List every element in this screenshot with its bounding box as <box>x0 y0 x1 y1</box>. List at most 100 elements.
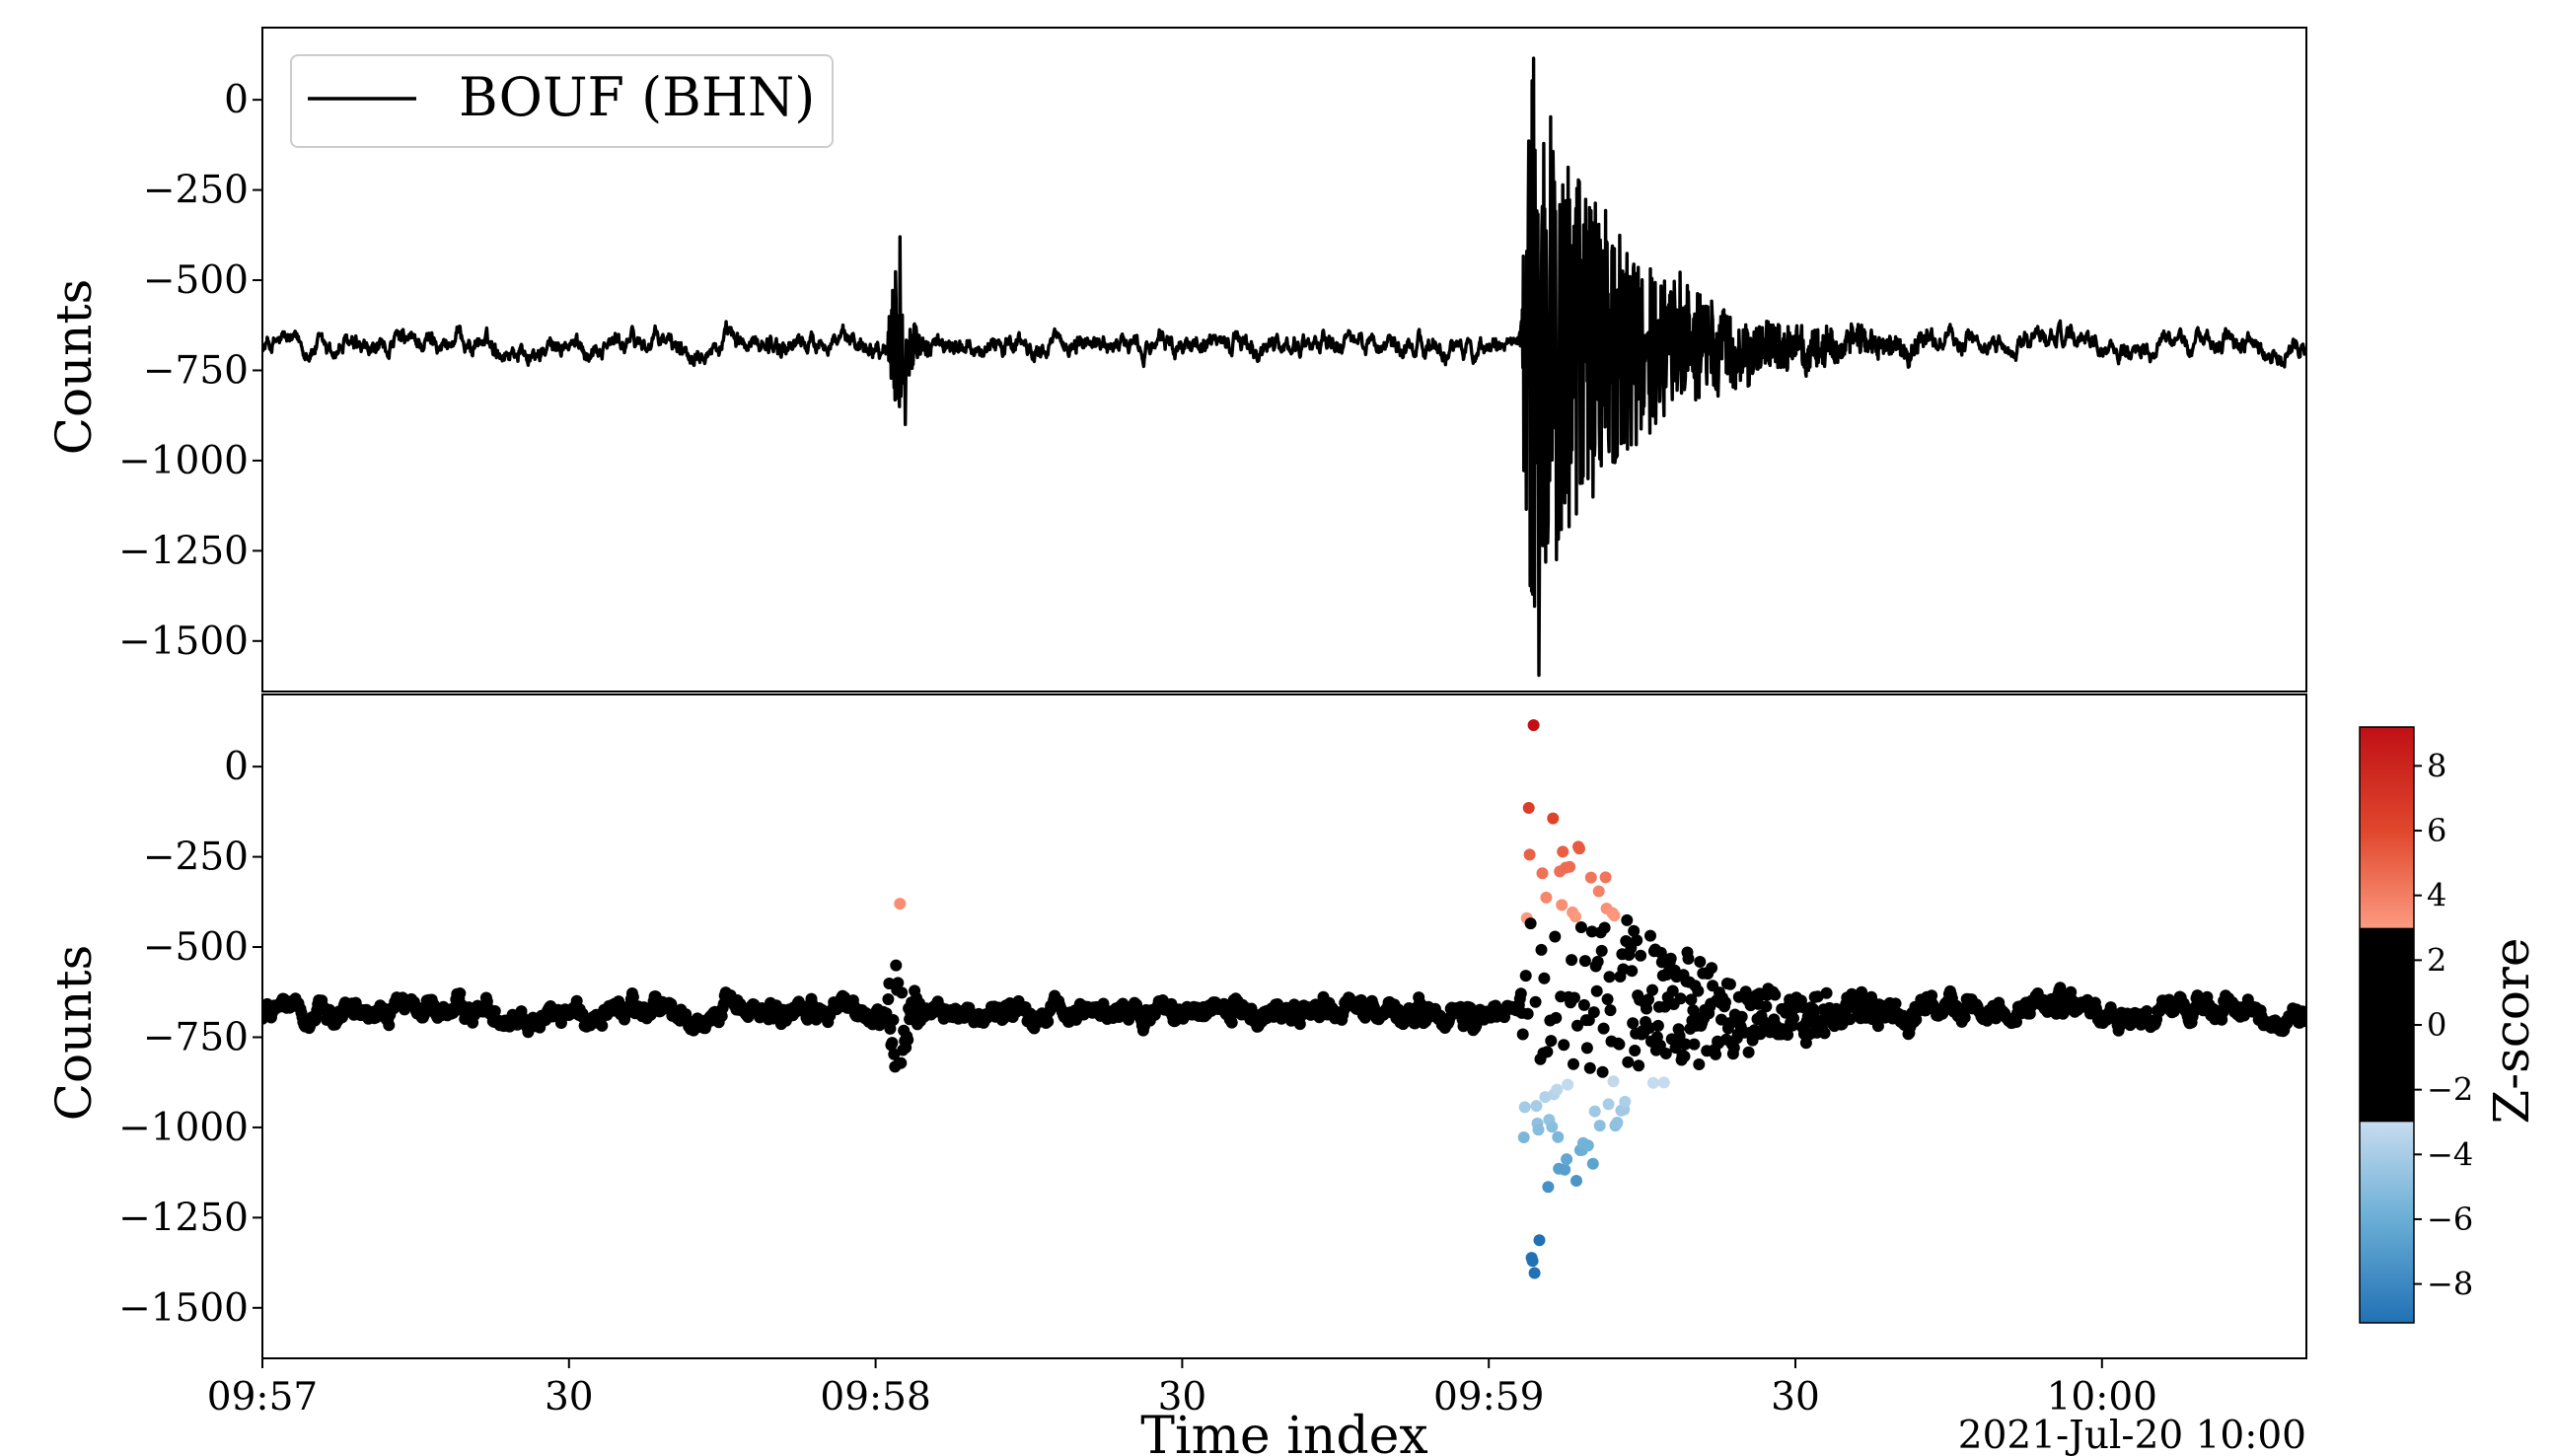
zscore-point <box>1628 924 1641 937</box>
zscore-point <box>1769 988 1782 1001</box>
zscore-point <box>1710 1048 1722 1060</box>
zscore-point <box>1674 992 1687 1005</box>
zscore-point <box>1559 1163 1571 1176</box>
zscore-point <box>1635 949 1647 962</box>
zscore-point <box>1601 993 1614 1005</box>
zscore-point <box>1541 1046 1554 1058</box>
x-tick-label: 10:00 <box>2047 1375 2157 1420</box>
zscore-point <box>1569 910 1581 923</box>
zscore-point <box>1526 1255 1539 1268</box>
zscore-point <box>1522 802 1535 814</box>
colorbar-tick-label: 4 <box>2427 877 2446 914</box>
zscore-point <box>1642 993 1654 1006</box>
zscore-point <box>1602 1098 1615 1111</box>
x-tick-label: 30 <box>545 1375 594 1420</box>
zscore-points <box>262 719 2306 1279</box>
y-tick-label: −500 <box>143 258 249 303</box>
zscore-point <box>1568 1057 1579 1070</box>
x-tick-label: 09:58 <box>820 1375 930 1420</box>
y-tick-label: −500 <box>143 925 249 970</box>
zscore-point <box>1573 842 1585 855</box>
y-tick-label: −750 <box>143 348 249 393</box>
zscore-point <box>1646 1076 1659 1089</box>
zscore-point <box>1613 1038 1626 1051</box>
zscore-point <box>1598 921 1611 934</box>
zscore-point <box>1574 921 1587 933</box>
zscore-point <box>1742 1046 1755 1058</box>
zscore-point <box>888 1048 901 1060</box>
zscore-point <box>1760 1000 1773 1013</box>
zscore-point <box>1562 1078 1574 1091</box>
y-tick-label: −250 <box>143 169 249 213</box>
zscore-point <box>1588 1105 1601 1118</box>
zscore-point <box>1646 983 1658 996</box>
zscore-point <box>1719 996 1731 1009</box>
zscore-point <box>1591 955 1604 968</box>
zscore-point <box>1586 1157 1599 1170</box>
zscore-point <box>1514 987 1527 1000</box>
colorbar-label: Z-score <box>2483 938 2540 1125</box>
zscore-point <box>1535 943 1548 956</box>
zscore-point <box>1557 845 1569 858</box>
colorbar-tick-label: 8 <box>2427 747 2446 784</box>
zscore-point <box>1521 1007 1534 1020</box>
zscore-point <box>1856 985 1868 998</box>
zscore-point <box>1529 995 1542 1008</box>
zscore-point <box>1679 1038 1692 1051</box>
zscore-point <box>1527 719 1540 732</box>
y-tick-label: −1500 <box>118 1286 249 1331</box>
zscore-point <box>1889 997 1902 1010</box>
zscore-point <box>1788 1012 1799 1025</box>
zscore-point <box>1592 885 1605 898</box>
zscore-point <box>1657 1076 1670 1089</box>
zscore-point <box>1528 1267 1541 1279</box>
zscore-point <box>1682 952 1695 965</box>
date-offset-label: 2021-Jul-20 10:00 <box>1958 1414 2306 1456</box>
zscore-point <box>1558 1039 1570 1052</box>
zscore-point <box>1536 867 1549 880</box>
zscore-point <box>1629 1045 1642 1056</box>
zscore-point <box>1871 1020 1884 1033</box>
zscore-point <box>1546 1121 1559 1133</box>
zscore-point <box>1566 954 1578 967</box>
zscore-point <box>1799 1037 1812 1050</box>
colorbar-tick-label: 2 <box>2427 941 2446 979</box>
legend-label: BOUF (BHN) <box>459 66 815 128</box>
x-tick-label: 09:57 <box>207 1375 318 1420</box>
colorbar-tick-label: −6 <box>2427 1201 2473 1238</box>
zscore-point <box>1651 1019 1664 1032</box>
zscore-point <box>1551 1083 1564 1096</box>
zscore-point <box>1631 934 1643 947</box>
y-tick-label: −1000 <box>118 1106 249 1150</box>
zscore-point <box>1844 1013 1857 1026</box>
zscore-point <box>1621 913 1634 926</box>
legend: BOUF (BHN) <box>290 54 834 148</box>
zscore-point <box>1622 1056 1635 1068</box>
zscore-point <box>1603 971 1616 983</box>
zscore-point <box>1549 930 1562 943</box>
zscore-point <box>1685 993 1698 1006</box>
colorbar: 8 6 4 2 0 −2 −4 −6 −8 Z-score <box>2359 726 2540 1324</box>
zscore-point <box>1644 929 1656 942</box>
legend-box <box>290 54 834 148</box>
zscore-point <box>1547 812 1560 825</box>
colorbar-tick-label: −8 <box>2427 1266 2473 1303</box>
zscore-point <box>886 1037 899 1050</box>
x-tick-label: 09:59 <box>1433 1375 1544 1420</box>
zscore-point <box>1583 1061 1596 1074</box>
zscore-point <box>1552 1130 1565 1143</box>
zscore-point <box>1580 1042 1593 1055</box>
y-tick-label: 0 <box>224 78 249 122</box>
zscore-point <box>1530 1100 1543 1113</box>
zscore-point <box>488 1005 501 1017</box>
zscore-point <box>1540 891 1553 904</box>
zscore-point <box>1595 944 1608 957</box>
zscore-point <box>1607 1075 1620 1088</box>
zscore-point <box>1590 984 1603 997</box>
zscore-point <box>1569 991 1580 1004</box>
top-plot-frame <box>261 27 2307 692</box>
top-y-axis-label: Counts <box>45 279 103 456</box>
zscore-point <box>1518 1101 1531 1114</box>
zscore-point <box>1626 965 1639 978</box>
zscore-point <box>1587 1006 1600 1019</box>
